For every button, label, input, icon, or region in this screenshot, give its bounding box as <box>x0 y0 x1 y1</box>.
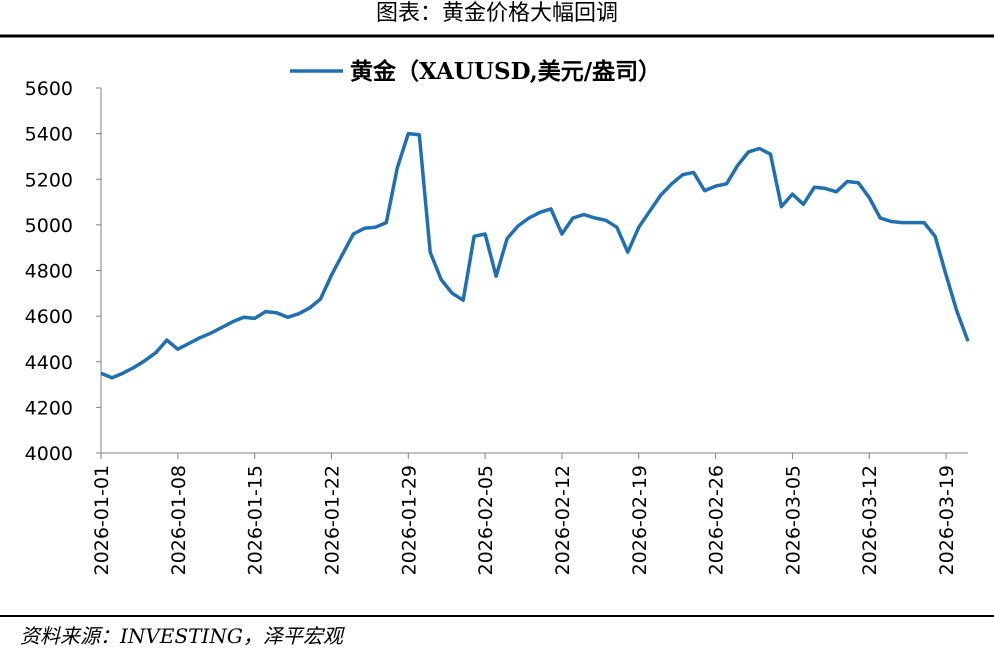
x-tick-label: 2026-03-19 <box>936 465 958 575</box>
y-tick-label: 4400 <box>25 352 73 374</box>
y-tick-label: 4000 <box>25 443 73 465</box>
x-tick-label: 2026-01-01 <box>91 465 113 575</box>
x-tick-label: 2026-01-22 <box>321 465 343 575</box>
x-tick-label: 2026-02-19 <box>629 465 651 575</box>
x-tick-label: 2026-02-12 <box>552 465 574 575</box>
x-tick-label: 2026-01-15 <box>245 465 267 575</box>
y-tick-label: 5400 <box>25 124 73 146</box>
chart-title: 图表：黄金价格大幅回调 <box>376 1 618 26</box>
y-tick-label: 4800 <box>25 261 73 283</box>
x-tick-label: 2026-01-08 <box>168 465 190 575</box>
x-tick-label: 2026-02-05 <box>475 465 497 575</box>
y-tick-label: 5600 <box>25 78 73 100</box>
x-tick-label: 2026-01-29 <box>398 465 420 575</box>
x-tick-label: 2026-03-12 <box>859 465 881 575</box>
source: 资料来源：INVESTING，泽平宏观 <box>20 624 345 648</box>
y-tick-label: 5000 <box>25 215 73 237</box>
x-tick-label: 2026-03-05 <box>782 465 804 575</box>
y-tick-label: 4200 <box>25 397 73 419</box>
x-tick-label: 2026-02-26 <box>706 465 728 575</box>
line-series <box>100 131 970 380</box>
y-tick-label: 4600 <box>25 306 73 328</box>
y-tick-label: 5200 <box>25 169 73 191</box>
legend-label: 黄金（XAUUSD,美元/盎司） <box>350 58 661 85</box>
